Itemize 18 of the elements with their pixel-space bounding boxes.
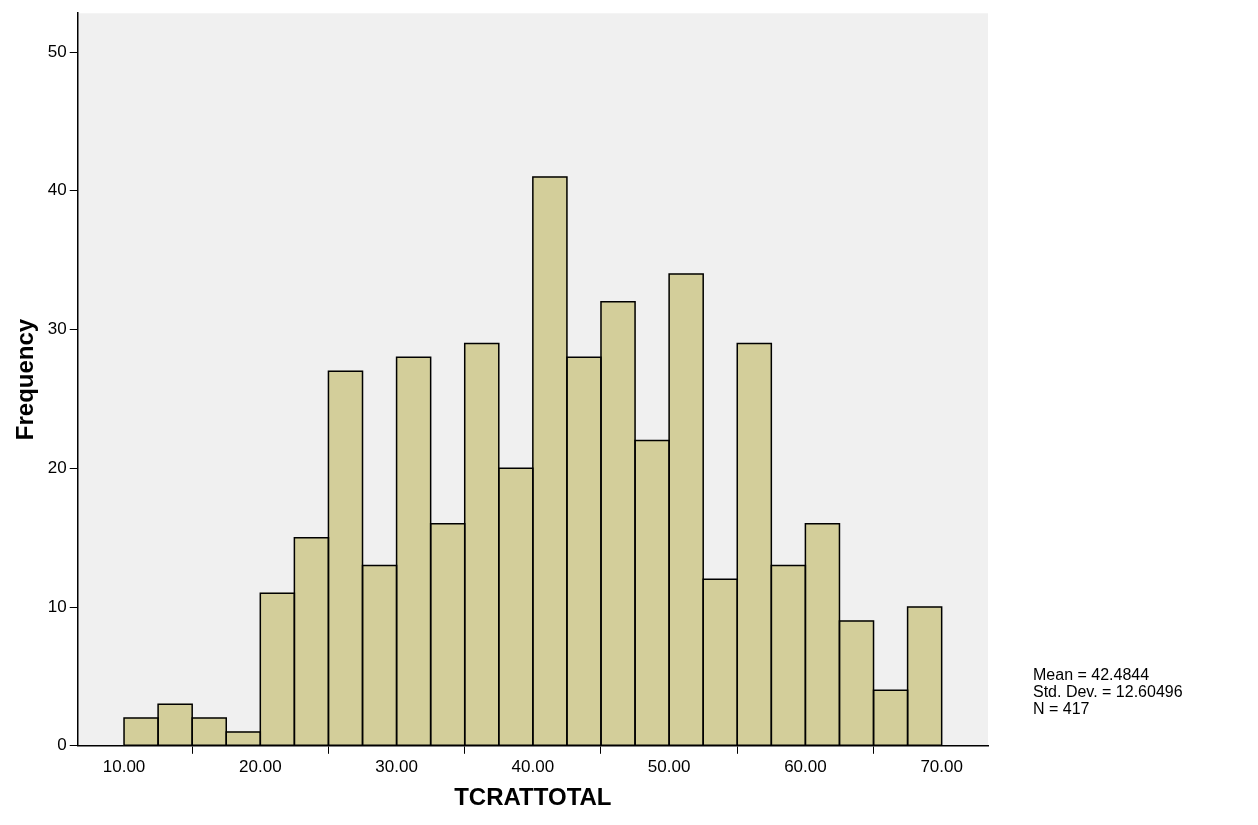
- y-tick-label: 40: [47, 180, 67, 200]
- x-tick-label: 50.00: [647, 756, 691, 776]
- y-tick-label: 0: [57, 735, 67, 755]
- text: Mean = 42.4844: [1033, 666, 1150, 684]
- x-axis-title: TCRATTOTAL: [454, 783, 612, 811]
- x-tick-label: 70.00: [920, 756, 963, 776]
- y-tick-label: 20: [47, 457, 67, 477]
- text: Std. Dev. = 12.60496: [1033, 683, 1183, 701]
- y-tick-label: 30: [47, 319, 67, 339]
- y-tick-label: 10: [47, 596, 67, 616]
- y-axis-title: Frequency: [11, 318, 39, 441]
- x-tick-label: 10.00: [102, 756, 146, 776]
- x-tick-label: 20.00: [239, 756, 282, 776]
- x-tick-label: 60.00: [784, 756, 827, 776]
- x-tick-label: 30.00: [375, 756, 418, 776]
- text: N = 417: [1033, 700, 1090, 718]
- y-tick-label: 50: [47, 41, 67, 61]
- x-tick-label: 40.00: [511, 756, 555, 776]
